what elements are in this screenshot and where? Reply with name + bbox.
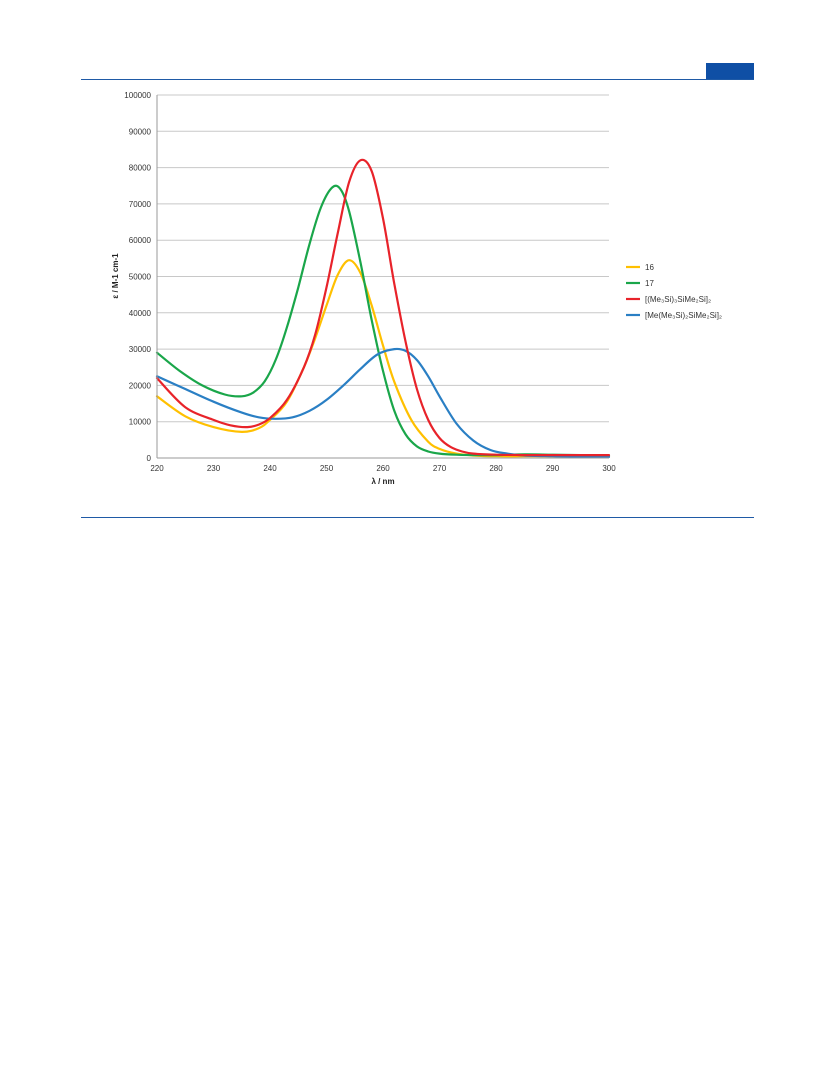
y-tick-label: 0 — [147, 454, 152, 463]
legend-label: 16 — [645, 263, 654, 272]
x-tick-label: 250 — [320, 464, 334, 473]
legend-label: 17 — [645, 279, 654, 288]
footer-rule — [81, 517, 754, 518]
x-tick-labels: 220 230 240 250 260 270 280 290 300 — [150, 464, 616, 473]
x-tick-label: 270 — [433, 464, 447, 473]
x-tick-label: 230 — [207, 464, 221, 473]
x-tick-label: 260 — [376, 464, 390, 473]
gridlines — [157, 94, 609, 459]
y-tick-label: 10000 — [129, 418, 152, 427]
y-tick-labels: 0 10000 20000 30000 40000 50000 60000 70000 8000… — [124, 91, 151, 463]
legend-label: [(Me₃Si)₃SiMe₂Si]₂ — [645, 295, 711, 304]
y-tick-label: 80000 — [129, 164, 152, 173]
x-tick-label: 290 — [546, 464, 560, 473]
y-tick-label: 70000 — [129, 200, 152, 209]
series-line-3 — [155, 347, 611, 458]
x-tick-label: 240 — [263, 464, 277, 473]
series-line-1 — [155, 184, 611, 457]
header-rule — [81, 79, 754, 80]
legend: 16 17 [(Me₃Si)₃SiMe₂Si]₂ [Me(Me₃Si)₂SiMe₂Si… — [626, 263, 722, 320]
series-line-2 — [155, 158, 611, 457]
y-tick-label: 60000 — [129, 236, 152, 245]
y-tick-label: 50000 — [129, 273, 152, 282]
series-lines — [155, 158, 611, 458]
x-tick-label: 220 — [150, 464, 164, 473]
absorption-chart: 0 10000 20000 30000 40000 50000 60000 70000 8000… — [111, 91, 722, 486]
x-axis-label: λ / nm — [371, 477, 394, 486]
y-tick-label: 40000 — [129, 309, 152, 318]
y-tick-label: 20000 — [129, 381, 152, 390]
legend-label: [Me(Me₃Si)₂SiMe₂Si]₂ — [645, 311, 722, 320]
y-tick-label: 90000 — [129, 127, 152, 136]
y-tick-label: 30000 — [129, 345, 152, 354]
x-tick-label: 280 — [489, 464, 503, 473]
y-axis-label: ε / M-1 cm-1 — [111, 253, 120, 299]
y-tick-label: 100000 — [124, 91, 151, 100]
series-line-0 — [155, 259, 611, 458]
x-tick-label: 300 — [602, 464, 616, 473]
header-tab — [706, 63, 754, 79]
